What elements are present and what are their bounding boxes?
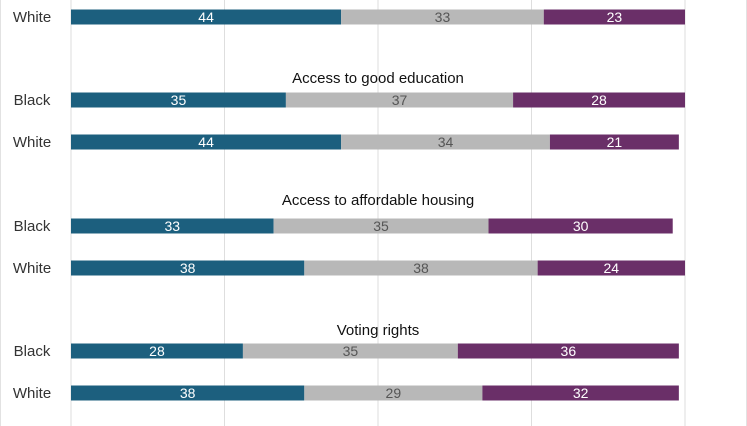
data-label: 36: [561, 343, 577, 359]
data-label: 34: [438, 134, 454, 150]
bar-segment: [457, 343, 679, 359]
panel-title: Access to good education: [292, 70, 464, 87]
chart-left-border: [0, 0, 1, 426]
data-label: 38: [413, 260, 429, 276]
data-label: 29: [386, 385, 402, 401]
data-label: 35: [373, 218, 389, 234]
row-label: White: [13, 9, 51, 26]
data-label: 32: [573, 385, 589, 401]
row-label: White: [13, 134, 51, 151]
row-label: White: [13, 385, 51, 402]
bar-segment: [71, 92, 286, 108]
bar-segment: [549, 134, 679, 150]
data-label: 33: [435, 9, 451, 25]
data-label: 21: [607, 134, 623, 150]
row-label: Black: [14, 343, 51, 360]
data-label: 23: [607, 9, 623, 25]
bar-segment: [71, 134, 342, 150]
row-label: Black: [14, 218, 51, 235]
bar-segment: [513, 92, 685, 108]
bar-segment: [71, 218, 274, 234]
data-label: 44: [198, 134, 214, 150]
bar-segment: [71, 343, 243, 359]
bar-segment: [304, 260, 538, 276]
labels: White 44 33 23 Access to good education Black…: [13, 9, 623, 402]
data-label: 38: [180, 385, 196, 401]
data-label: 30: [573, 218, 589, 234]
bar-segment: [482, 385, 679, 401]
bar-segment: [341, 9, 544, 25]
row-label: White: [13, 260, 51, 277]
data-label: 38: [180, 260, 196, 276]
bar-segment: [273, 218, 489, 234]
data-label: 37: [392, 92, 408, 108]
data-label: 44: [198, 9, 214, 25]
data-label: 28: [591, 92, 607, 108]
data-label: 24: [604, 260, 620, 276]
bar-segment: [304, 385, 483, 401]
bar-segment: [341, 134, 550, 150]
data-label: 35: [171, 92, 187, 108]
data-label: 33: [165, 218, 181, 234]
bars: [71, 9, 685, 401]
data-label: 28: [149, 343, 165, 359]
panel-title: Voting rights: [337, 322, 420, 339]
bar-segment: [537, 260, 685, 276]
bar-segment: [71, 9, 342, 25]
bar-segment: [285, 92, 514, 108]
row-label: Black: [14, 92, 51, 109]
data-label: 35: [343, 343, 359, 359]
bar-segment: [242, 343, 458, 359]
bar-segment: [71, 385, 305, 401]
bar-segment: [543, 9, 685, 25]
bar-segment: [71, 260, 305, 276]
gridlines: [70, 0, 686, 426]
bar-segment: [488, 218, 673, 234]
panel-title: Access to affordable housing: [282, 192, 474, 209]
